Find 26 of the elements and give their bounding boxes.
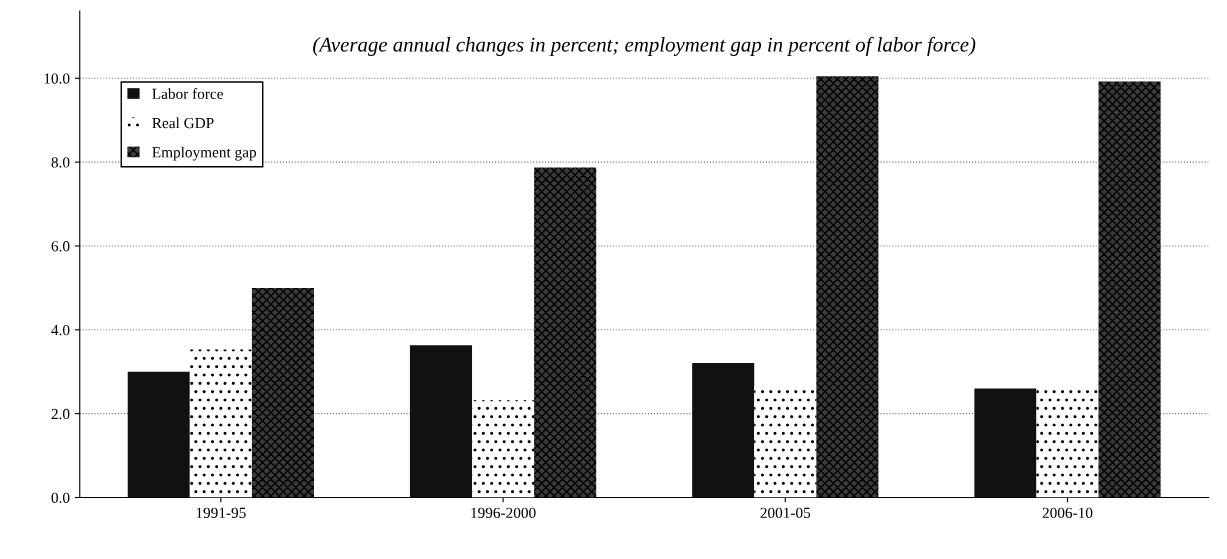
bar [251,287,314,498]
legend-label: Employment gap [152,146,257,161]
legend-label: Labor force [152,88,223,99]
bar [534,167,597,498]
y-tick-label: 2.0 [51,408,70,420]
bar [189,349,252,498]
x-tick-label: 1991-95 [196,507,246,518]
x-tick-label: 1996-2000 [471,507,536,518]
bar [692,362,755,498]
y-tick-label: 10.0 [44,73,70,84]
x-tick-label: 2006-10 [1042,507,1093,518]
bar [974,388,1037,498]
y-tick-label: 6.0 [51,241,70,252]
y-tick-label: 4.0 [51,324,70,336]
bar [754,385,817,498]
y-tick-label: 8.0 [51,157,70,168]
bar [472,400,535,498]
legend-label: Real GDP [152,117,214,129]
x-tick-label: 2001-05 [760,507,811,518]
bar [816,76,879,498]
bar [409,345,473,498]
bar [127,371,190,498]
text: (Average annual changes in percent; employment gap in percent of labor force) [313,36,976,56]
y-tick-label: 0.0 [51,492,70,504]
bar [1098,81,1161,498]
bar [1036,388,1099,498]
